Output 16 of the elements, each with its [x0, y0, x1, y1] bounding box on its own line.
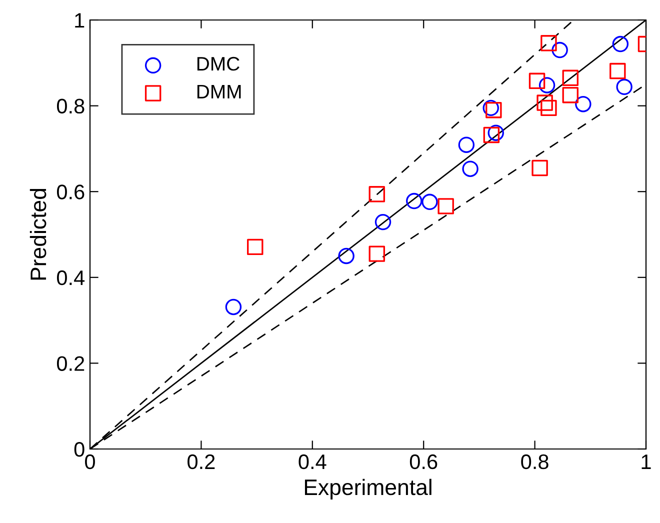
- x-tick-label: 0.2: [188, 454, 215, 470]
- y-tick-label: 1: [75, 13, 84, 28]
- x-tick-label: 0.4: [298, 454, 326, 470]
- y-tick-label: 0.8: [56, 98, 84, 114]
- y-tick-label: 0.2: [56, 356, 84, 371]
- legend-label: DMM: [197, 84, 241, 98]
- x-tick-label: 0.8: [521, 454, 548, 470]
- x-axis-title: Experimental: [304, 478, 432, 500]
- y-axis-title: Predicted: [30, 188, 46, 280]
- x-tick-label: 1: [642, 454, 651, 469]
- y-tick-label: 0.4: [56, 270, 85, 286]
- y-tick-label: 0.6: [56, 184, 84, 200]
- x-tick-label: 0.6: [410, 454, 438, 470]
- legend-label: DMC: [197, 56, 240, 71]
- y-tick-label: 0: [74, 442, 84, 457]
- x-tick-label: 0: [85, 454, 95, 470]
